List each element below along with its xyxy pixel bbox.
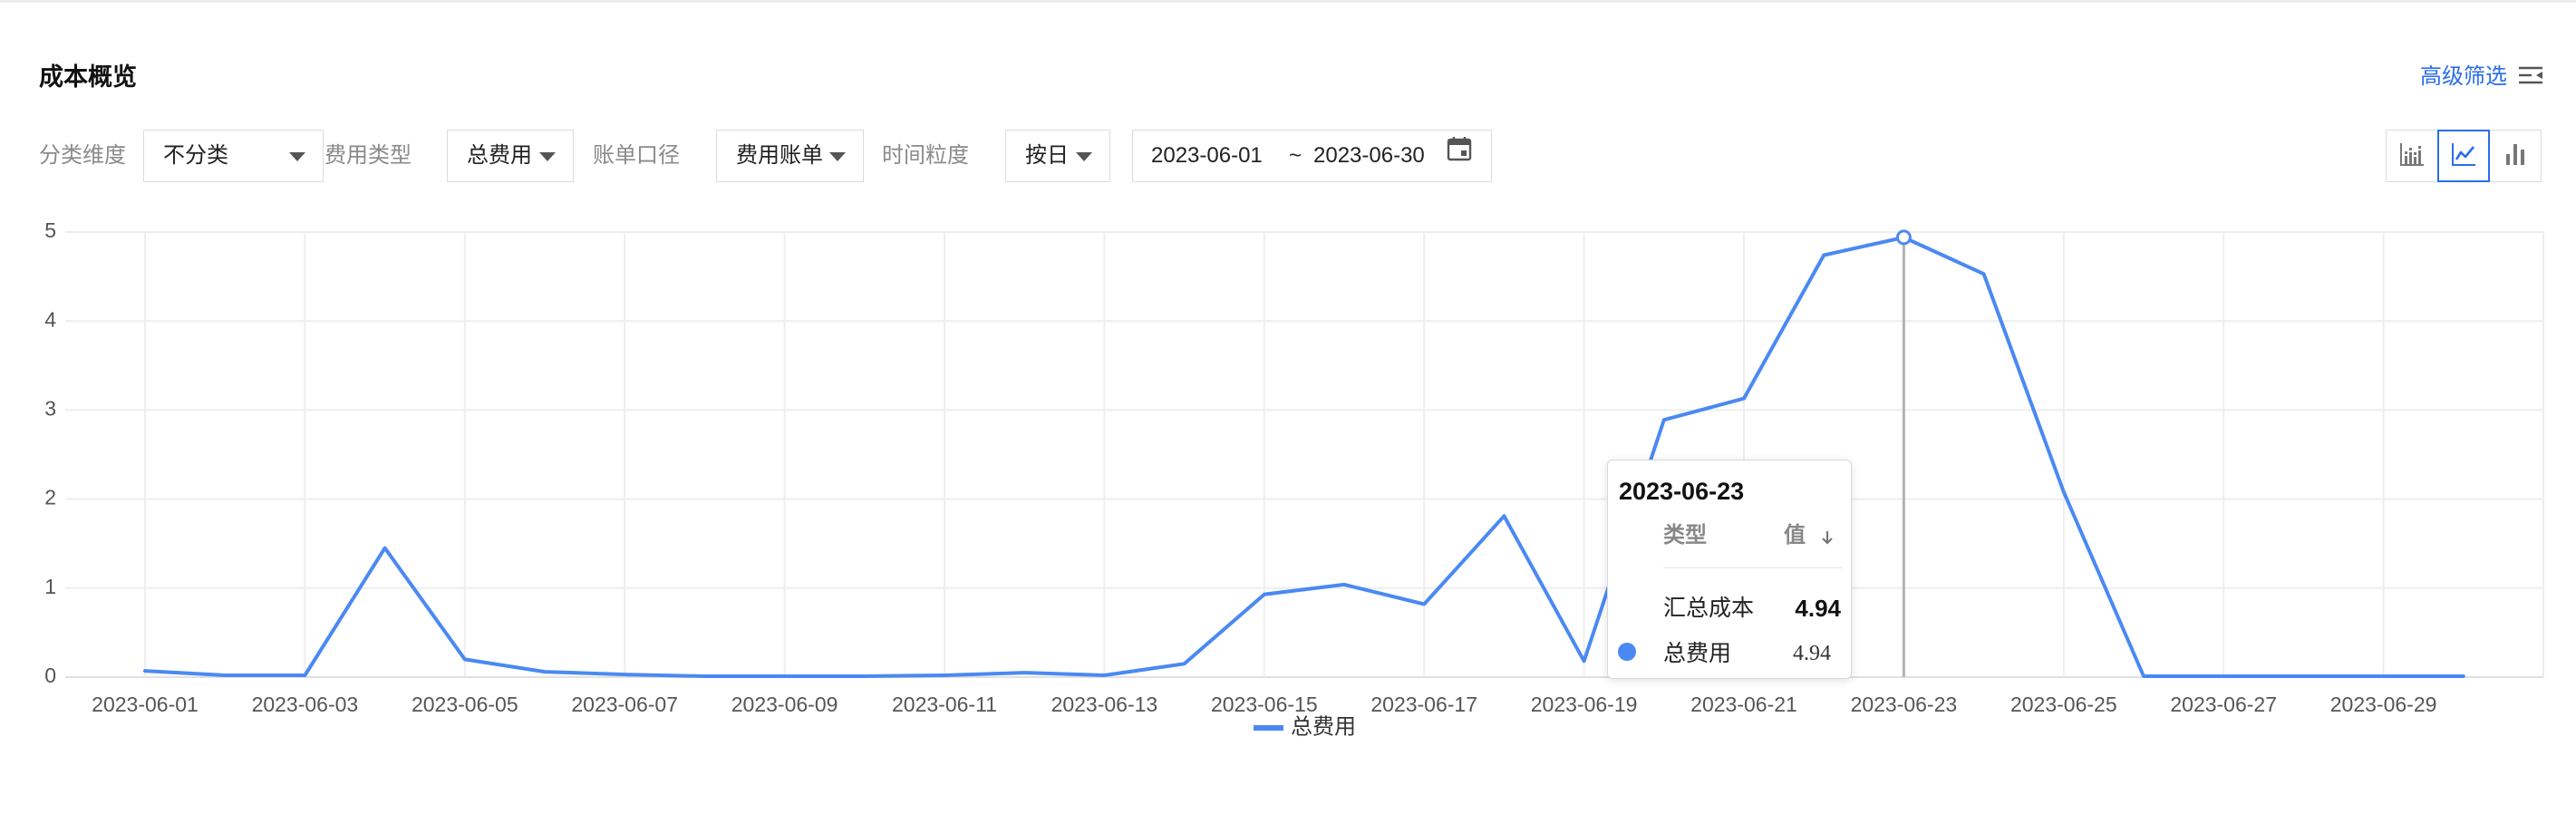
x-tick-label: 2023-06-09: [731, 693, 838, 716]
cost-type-value: 总费用: [467, 143, 532, 168]
data-point[interactable]: [1015, 664, 1033, 682]
filter-label-bill-basis: 账单口径: [593, 143, 680, 168]
x-tick-label: 2023-06-03: [252, 693, 359, 716]
x-tick-label: 2023-06-29: [2330, 693, 2437, 716]
data-point[interactable]: [2455, 667, 2473, 685]
bar-chart-icon: [2502, 141, 2529, 172]
x-tick-label: 2023-06-15: [1211, 693, 1318, 716]
date-range-start[interactable]: 2023-06-01: [1151, 143, 1263, 168]
data-point[interactable]: [376, 539, 394, 557]
data-point[interactable]: [856, 667, 874, 685]
filter-label-time-granularity: 时间粒度: [882, 143, 969, 168]
data-point[interactable]: [2294, 667, 2312, 685]
stacked-bar-chart-icon: [2398, 141, 2426, 172]
data-point[interactable]: [615, 665, 634, 683]
time-granularity-value: 按日: [1025, 143, 1069, 168]
x-tick-label: 2023-06-11: [892, 693, 997, 716]
bar-chart-button[interactable]: [2489, 130, 2542, 182]
chart-type-toggle: [2386, 130, 2543, 182]
data-point[interactable]: [295, 666, 314, 684]
tooltip-summary-value: 4.94: [1795, 595, 1841, 622]
tooltip-title: 2023-06-23: [1619, 478, 1745, 505]
data-point[interactable]: [1335, 576, 1353, 594]
chevron-down-icon: [289, 152, 305, 161]
data-point[interactable]: [136, 662, 154, 680]
data-point[interactable]: [1095, 666, 1113, 684]
page-title: 成本概览: [39, 63, 137, 91]
date-range-end[interactable]: 2023-06-30: [1313, 143, 1425, 168]
tooltip-header-value[interactable]: 值: [1784, 523, 1806, 548]
chart-tooltip: 2023-06-23 类型 值 汇总成本 4.94 总费用 4.94: [1607, 460, 1852, 679]
sort-desc-icon[interactable]: [1820, 529, 1835, 550]
y-tick-label: 5: [44, 218, 56, 242]
x-tick-label: 2023-06-19: [1531, 693, 1638, 716]
data-point[interactable]: [2135, 667, 2153, 685]
data-point[interactable]: [456, 650, 474, 668]
filter-label-category: 分类维度: [39, 143, 126, 168]
y-tick-label: 3: [44, 396, 56, 420]
bill-basis-value: 费用账单: [736, 143, 823, 168]
x-tick-label: 2023-06-23: [1851, 693, 1958, 716]
stacked-bar-chart-button[interactable]: [2386, 130, 2438, 182]
highlight-point-marker: [1895, 229, 1912, 246]
data-point[interactable]: [695, 667, 713, 685]
x-tick-label: 2023-06-17: [1370, 693, 1477, 716]
cost-type-select[interactable]: 总费用: [447, 130, 574, 182]
data-point[interactable]: [1575, 652, 1593, 670]
x-tick-label: 2023-06-13: [1051, 693, 1158, 716]
tooltip-row-value: 4.94: [1793, 642, 1831, 665]
chevron-down-icon: [829, 152, 846, 161]
date-range-picker[interactable]: 2023-06-01 ~ 2023-06-30: [1132, 130, 1492, 182]
y-tick-label: 1: [44, 575, 56, 598]
x-tick-label: 2023-06-07: [571, 693, 678, 716]
data-point[interactable]: [1655, 411, 1673, 429]
line-chart-button[interactable]: [2437, 130, 2490, 182]
data-point[interactable]: [776, 667, 794, 685]
card-top-border: [0, 0, 2576, 3]
data-point[interactable]: [2055, 483, 2073, 501]
tooltip-header-type: 类型: [1663, 523, 1707, 548]
tooltip-divider: [1663, 567, 1843, 568]
category-dimension-select[interactable]: 不分类: [143, 130, 324, 182]
data-point[interactable]: [1495, 507, 1513, 525]
data-point[interactable]: [1255, 586, 1273, 604]
x-tick-label: 2023-06-25: [2010, 693, 2117, 716]
line-chart-icon: [2450, 141, 2477, 172]
bill-basis-select[interactable]: 费用账单: [716, 130, 864, 182]
data-point[interactable]: [1176, 654, 1194, 673]
cost-line-chart: 0 1 2 3 4 5 2023-06-01 2023-06-03 2023-06-05 2023…: [44, 218, 2544, 739]
time-granularity-select[interactable]: 按日: [1005, 130, 1110, 182]
series-color-dot: [1618, 643, 1636, 661]
advanced-filter-button[interactable]: 高级筛选: [2420, 62, 2543, 92]
data-point[interactable]: [1975, 265, 1993, 283]
chevron-down-icon: [1076, 152, 1092, 161]
data-point[interactable]: [1735, 390, 1753, 408]
y-tick-label: 2: [44, 486, 56, 509]
y-tick-label: 0: [44, 664, 56, 687]
filter-list-icon: [2518, 64, 2543, 91]
x-tick-label: 2023-06-05: [412, 693, 518, 716]
advanced-filter-label: 高级筛选: [2420, 64, 2507, 89]
data-point[interactable]: [216, 666, 234, 684]
data-point[interactable]: [1815, 247, 1833, 265]
chevron-down-icon: [539, 152, 556, 161]
tooltip-row-label: 总费用: [1663, 641, 1732, 666]
calendar-icon[interactable]: [1446, 131, 1473, 161]
data-point[interactable]: [935, 666, 954, 684]
data-point[interactable]: [1415, 595, 1433, 613]
x-tick-label: 2023-06-21: [1690, 693, 1797, 716]
x-tick-label: 2023-06-01: [92, 693, 199, 716]
y-tick-label: 4: [44, 307, 56, 331]
data-point[interactable]: [536, 663, 554, 681]
data-point[interactable]: [2214, 667, 2232, 685]
category-dimension-value: 不分类: [163, 143, 228, 168]
x-tick-label: 2023-06-27: [2170, 693, 2277, 716]
tooltip-summary-label: 汇总成本: [1663, 596, 1755, 621]
date-range-separator: ~: [1289, 143, 1303, 168]
filter-label-cost-type: 费用类型: [324, 143, 412, 168]
series-line: [143, 235, 2465, 678]
legend-label[interactable]: 总费用: [1291, 714, 1356, 739]
data-point[interactable]: [2375, 667, 2393, 685]
